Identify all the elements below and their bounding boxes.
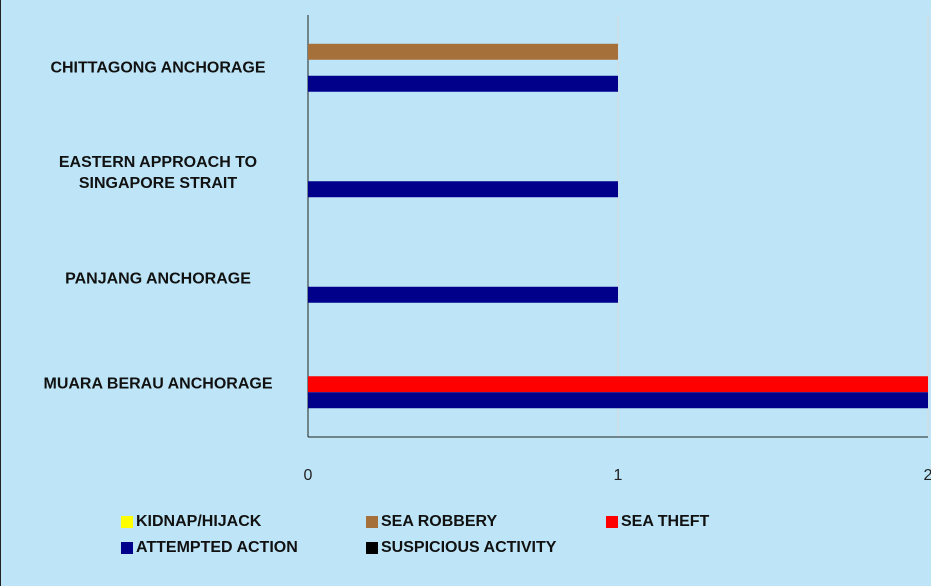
x-tick-label: 1: [614, 467, 623, 484]
x-tick-label: 0: [304, 467, 313, 484]
category-label: PANJANG ANCHORAGE: [65, 270, 251, 288]
legend-swatch: [366, 542, 378, 554]
bar: [308, 392, 928, 409]
legend-label: SUSPICIOUS ACTIVITY: [381, 539, 557, 556]
legend-label: ATTEMPTED ACTION: [136, 539, 298, 556]
bar: [308, 286, 618, 303]
category-label: EASTERN APPROACH TO SINGAPORE STRAIT: [58, 154, 258, 193]
legend-label: SEA THEFT: [621, 513, 710, 530]
x-tick-label: 2: [924, 467, 931, 484]
bar: [308, 181, 618, 198]
bar: [308, 75, 618, 92]
legend-label: SEA ROBBERY: [381, 513, 498, 530]
legend-swatch: [121, 516, 133, 528]
bar: [308, 376, 928, 393]
legend-swatch: [121, 542, 133, 554]
legend-item: SEA THEFT: [606, 513, 709, 531]
legend-swatch: [366, 516, 378, 528]
legend-item: ATTEMPTED ACTION: [121, 539, 298, 557]
bar: [308, 43, 618, 60]
legend-item: SUSPICIOUS ACTIVITY: [366, 539, 556, 557]
legend-label: KIDNAP/HIJACK: [136, 513, 262, 530]
category-label: CHITTAGONG ANCHORAGE: [50, 59, 266, 77]
category-label: MUARA BERAU ANCHORAGE: [43, 375, 273, 393]
legend-item: SEA ROBBERY: [366, 513, 497, 531]
legend-item: KIDNAP/HIJACK: [121, 513, 261, 531]
legend-swatch: [606, 516, 618, 528]
